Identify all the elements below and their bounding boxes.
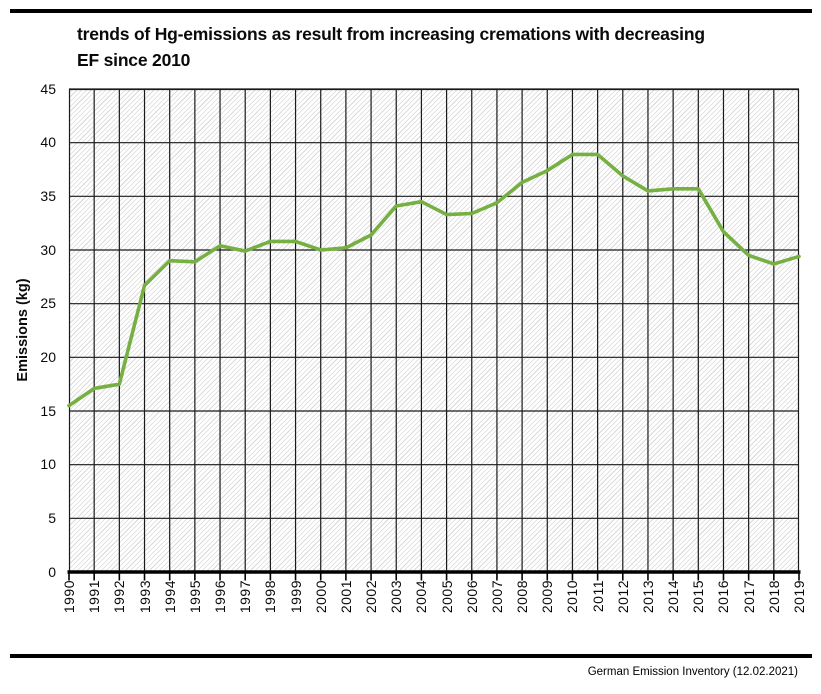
x-tick-label: 2006 <box>463 580 480 614</box>
x-tick-label: 2011 <box>589 580 606 613</box>
chart-title-line-1: trends of Hg-emissions as result from in… <box>77 24 705 44</box>
chart-title-line-2: EF since 2010 <box>77 50 191 70</box>
x-tick-label: 1998 <box>262 580 279 614</box>
y-axis-title: Emissions (kg) <box>15 278 31 382</box>
x-tick-label: 2005 <box>438 580 455 614</box>
x-tick-label: 2019 <box>791 580 807 614</box>
x-tick-label: 2009 <box>539 580 556 614</box>
source-note: German Emission Inventory (12.02.2021) <box>587 666 798 678</box>
x-tick-label: 2010 <box>564 580 581 614</box>
x-tick-label: 2016 <box>715 580 732 614</box>
x-tick-label: 2004 <box>413 580 430 614</box>
x-tick-label: 2015 <box>690 580 707 614</box>
x-tick-label: 1993 <box>136 580 153 614</box>
y-tick-label: 40 <box>40 134 56 151</box>
x-tick-label: 1994 <box>161 580 178 614</box>
chart-title: trends of Hg-emissions as result from in… <box>77 21 807 73</box>
x-tick-label: 2007 <box>488 580 505 614</box>
x-tick-label: 2001 <box>337 580 354 614</box>
y-tick-label: 45 <box>40 80 56 97</box>
y-tick-label: 25 <box>40 295 56 312</box>
x-tick-label: 2008 <box>514 580 531 614</box>
x-tick-label: 2018 <box>765 580 782 614</box>
x-tick-label: 2013 <box>639 580 656 614</box>
y-tick-label: 20 <box>40 348 56 365</box>
x-tick-label: 1992 <box>111 580 128 614</box>
plot-frame <box>68 88 800 573</box>
y-tick-label: 15 <box>40 402 56 419</box>
x-tick-label: 1995 <box>186 580 203 614</box>
x-tick-label: 2017 <box>740 580 757 614</box>
bottom-rule <box>10 654 812 658</box>
x-tick-label: 2012 <box>614 580 631 614</box>
x-tick-label: 1991 <box>86 580 103 614</box>
x-tick-label: 1997 <box>237 580 254 614</box>
x-tick-label: 1990 <box>61 580 77 614</box>
y-tick-label: 10 <box>40 456 56 473</box>
x-tick-label: 1999 <box>287 580 304 614</box>
y-tick-label: 35 <box>40 187 56 204</box>
x-tick-label: 2003 <box>388 580 405 614</box>
x-tick-label: 1996 <box>212 580 229 614</box>
emissions-data-line <box>67 152 801 408</box>
x-tick-label: 2000 <box>312 580 329 614</box>
y-tick-label: 30 <box>40 241 56 258</box>
x-tick-label: 2002 <box>363 580 380 614</box>
top-rule <box>10 9 812 13</box>
chart-canvas <box>67 88 801 581</box>
y-tick-label: 5 <box>48 509 56 526</box>
y-tick-label: 0 <box>48 563 56 580</box>
plot-area-background <box>69 89 799 572</box>
x-tick-label: 2014 <box>665 580 682 614</box>
